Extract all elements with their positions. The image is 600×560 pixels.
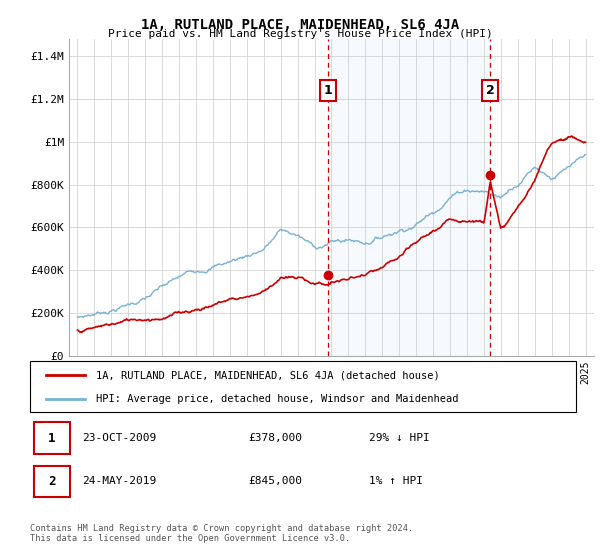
Text: 23-OCT-2009: 23-OCT-2009 bbox=[82, 433, 156, 443]
Text: Price paid vs. HM Land Registry's House Price Index (HPI): Price paid vs. HM Land Registry's House … bbox=[107, 29, 493, 39]
Text: £845,000: £845,000 bbox=[248, 477, 302, 486]
Text: HPI: Average price, detached house, Windsor and Maidenhead: HPI: Average price, detached house, Wind… bbox=[95, 394, 458, 404]
Text: Contains HM Land Registry data © Crown copyright and database right 2024.
This d: Contains HM Land Registry data © Crown c… bbox=[30, 524, 413, 543]
Bar bbox=[34, 422, 70, 454]
Bar bbox=[34, 465, 70, 497]
Text: 1: 1 bbox=[49, 432, 56, 445]
Text: 1: 1 bbox=[324, 84, 332, 97]
Text: 24-MAY-2019: 24-MAY-2019 bbox=[82, 477, 156, 486]
Text: 1A, RUTLAND PLACE, MAIDENHEAD, SL6 4JA: 1A, RUTLAND PLACE, MAIDENHEAD, SL6 4JA bbox=[141, 18, 459, 32]
Text: 1A, RUTLAND PLACE, MAIDENHEAD, SL6 4JA (detached house): 1A, RUTLAND PLACE, MAIDENHEAD, SL6 4JA (… bbox=[95, 370, 439, 380]
Text: 2: 2 bbox=[49, 475, 56, 488]
Text: 1% ↑ HPI: 1% ↑ HPI bbox=[368, 477, 422, 486]
Bar bbox=[328, 39, 490, 356]
Text: 2: 2 bbox=[486, 84, 495, 97]
Text: £378,000: £378,000 bbox=[248, 433, 302, 443]
Text: 29% ↓ HPI: 29% ↓ HPI bbox=[368, 433, 429, 443]
